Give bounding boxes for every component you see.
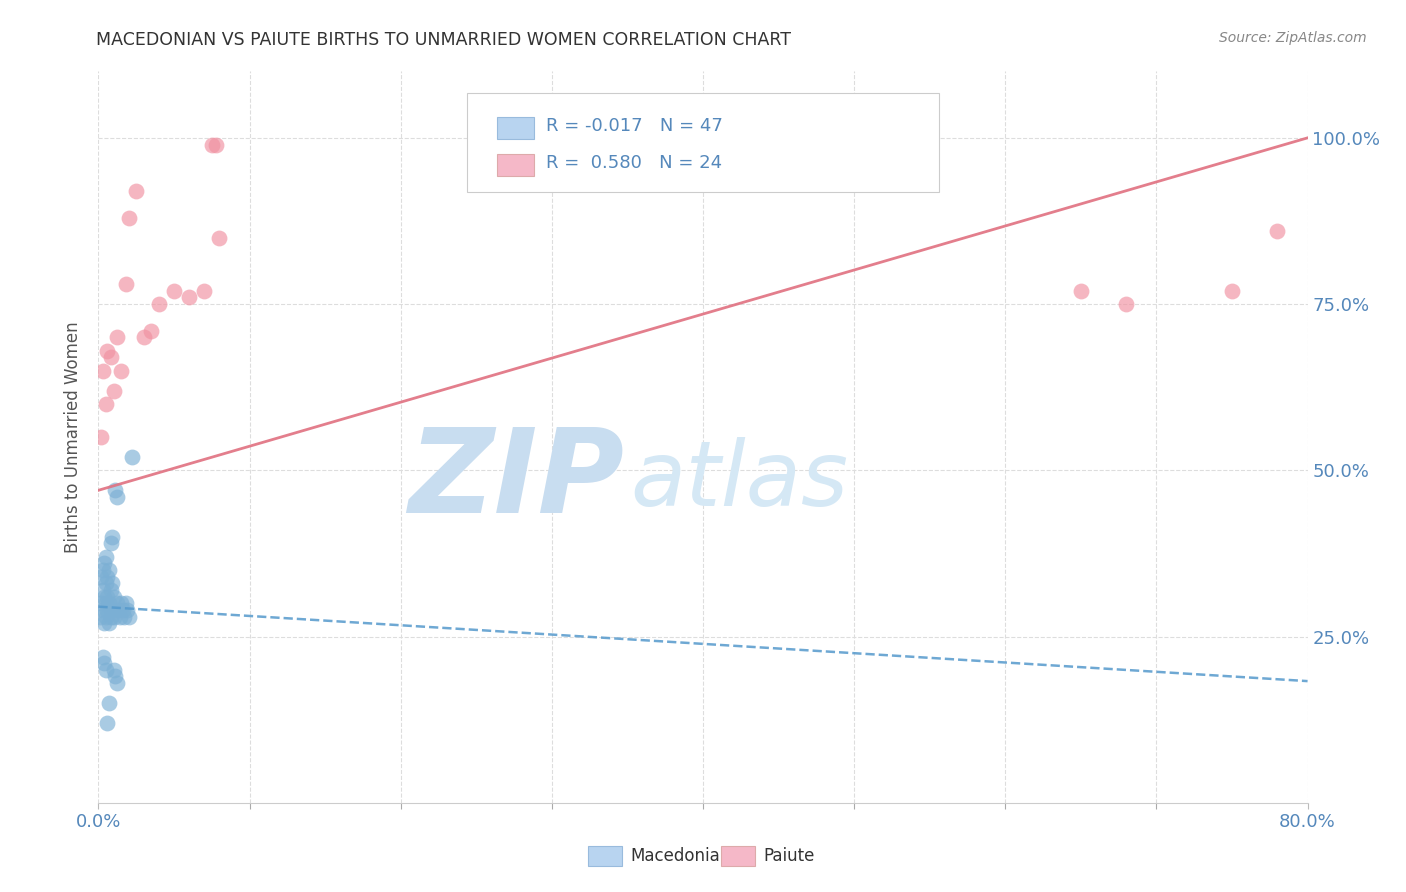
Point: [100, 609, 122, 624]
Point: [1267, 224, 1289, 238]
Point: [105, 596, 128, 610]
Point: [179, 290, 201, 304]
Point: [107, 603, 129, 617]
Text: Macedonians: Macedonians: [630, 847, 740, 865]
FancyBboxPatch shape: [498, 118, 534, 139]
Point: [141, 324, 163, 338]
Point: [125, 184, 148, 198]
Point: [93, 590, 115, 604]
Point: [115, 603, 138, 617]
Point: [96, 343, 118, 358]
Text: atlas: atlas: [630, 437, 848, 525]
Point: [193, 284, 215, 298]
Point: [89, 609, 111, 624]
Point: [100, 351, 122, 365]
Point: [93, 656, 115, 670]
Point: [118, 609, 141, 624]
Text: ZIP: ZIP: [408, 424, 624, 539]
FancyBboxPatch shape: [588, 846, 621, 866]
Point: [1220, 284, 1243, 298]
Point: [103, 590, 125, 604]
Point: [1070, 284, 1092, 298]
Point: [132, 330, 155, 344]
Point: [103, 663, 125, 677]
Point: [91, 363, 114, 377]
Point: [103, 609, 125, 624]
Point: [208, 230, 231, 244]
Point: [91, 582, 114, 597]
Point: [105, 676, 128, 690]
Point: [96, 716, 118, 731]
Point: [98, 696, 121, 710]
Point: [118, 211, 141, 225]
Point: [105, 330, 128, 344]
Point: [163, 284, 186, 298]
Point: [110, 363, 132, 377]
Point: [94, 397, 117, 411]
Y-axis label: Births to Unmarried Women: Births to Unmarried Women: [65, 321, 83, 553]
Text: R =  0.580   N = 24: R = 0.580 N = 24: [546, 153, 721, 172]
Text: MACEDONIAN VS PAIUTE BIRTHS TO UNMARRIED WOMEN CORRELATION CHART: MACEDONIAN VS PAIUTE BIRTHS TO UNMARRIED…: [96, 31, 790, 49]
Point: [94, 596, 117, 610]
Point: [90, 596, 112, 610]
Point: [201, 137, 224, 152]
FancyBboxPatch shape: [721, 846, 755, 866]
FancyBboxPatch shape: [467, 94, 939, 192]
Point: [114, 277, 136, 292]
Point: [108, 609, 131, 624]
Point: [100, 536, 122, 550]
Point: [93, 616, 115, 631]
Point: [96, 590, 118, 604]
Point: [205, 137, 228, 152]
Point: [96, 570, 118, 584]
Point: [121, 450, 143, 464]
Point: [101, 603, 124, 617]
Point: [1115, 297, 1137, 311]
Point: [90, 430, 112, 444]
Point: [98, 596, 121, 610]
Point: [91, 649, 114, 664]
Point: [98, 563, 121, 577]
Point: [104, 669, 127, 683]
Point: [110, 596, 132, 610]
Point: [111, 603, 134, 617]
Point: [91, 563, 114, 577]
Point: [93, 557, 115, 571]
Point: [90, 570, 112, 584]
Point: [94, 609, 117, 624]
Point: [103, 384, 125, 398]
Text: Source: ZipAtlas.com: Source: ZipAtlas.com: [1219, 31, 1367, 45]
Point: [94, 576, 117, 591]
Point: [114, 596, 136, 610]
Point: [112, 609, 135, 624]
Point: [101, 530, 124, 544]
Point: [105, 490, 128, 504]
Point: [94, 663, 117, 677]
Text: Paiute: Paiute: [763, 847, 815, 865]
Point: [96, 603, 118, 617]
Text: R = -0.017   N = 47: R = -0.017 N = 47: [546, 117, 723, 136]
Point: [101, 576, 124, 591]
Point: [91, 603, 114, 617]
Point: [94, 549, 117, 564]
FancyBboxPatch shape: [498, 154, 534, 176]
Point: [148, 297, 170, 311]
Point: [104, 483, 127, 498]
Point: [100, 582, 122, 597]
Point: [98, 616, 121, 631]
